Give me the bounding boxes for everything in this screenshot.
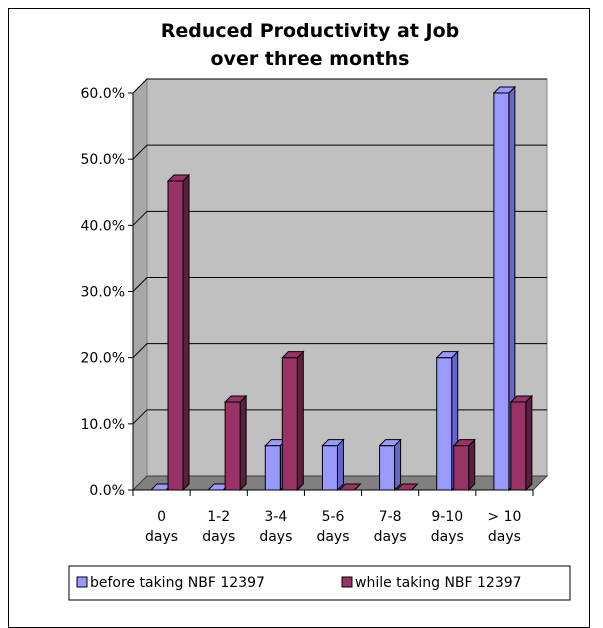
x-tick-label-unit: days [431,529,464,545]
x-tick-label: 0 [157,509,166,525]
x-tick-label: > 10 [487,509,521,525]
legend-label: before taking NBF 12397 [90,575,265,591]
bar-front [493,92,510,491]
bar-front [510,401,527,491]
bars [149,85,534,492]
bar-top [223,395,248,403]
bar-front [436,357,453,491]
gridline [132,343,547,359]
x-tick-label-unit: days [488,529,521,545]
legend-swatch [341,576,353,588]
y-tick-label: 0.0% [89,483,125,499]
bar-front [281,357,298,491]
y-tick-label: 50.0% [81,152,125,168]
bar-front [167,180,184,491]
plot-walls [131,77,549,492]
chart-title-line-1: Reduced Productivity at Job [161,20,460,42]
x-tick-label: 3-4 [264,509,287,525]
gridline [132,78,547,94]
x-tick-label-unit: days [259,529,292,545]
x-tick-label-unit: days [374,529,407,545]
gridlines [132,78,547,425]
bar [378,438,402,492]
x-tick-label: 5-6 [322,509,345,525]
bar-top [166,174,191,182]
bar [281,350,305,492]
bar-top [509,395,534,403]
x-tick-label-unit: days [202,529,235,545]
bar-top [435,351,459,359]
bar-side [239,394,247,492]
y-tick-label: 10.0% [81,417,125,433]
gridline [132,210,547,226]
gridline [132,409,547,425]
x-tick-label-unit: days [316,529,349,545]
x-tick-label: 9-10 [431,509,463,525]
bar-top [281,351,305,359]
legend-box [68,565,571,601]
gridline [132,144,547,160]
bar [321,438,345,492]
bar-front [379,445,396,491]
legend: before taking NBF 12397 while taking NBF … [68,565,571,601]
bar-top [321,439,345,447]
legend-swatch [76,576,88,588]
bar [166,173,191,492]
bar [509,394,534,492]
bar-top [378,439,402,447]
bar-side [336,438,344,492]
gridline [132,277,547,292]
chart-title-line-2: over three months [211,48,410,70]
x-axis: 0 days 1-2 days 3-4 days 5-6 days 7-8 days 9-10 day… [132,489,534,545]
bar [452,438,476,492]
x-tick-label-unit: days [145,529,178,545]
bar-side [182,173,190,492]
bar-side [525,394,533,492]
bar-front [224,401,241,491]
bar-top [452,439,476,447]
y-tick-label: 30.0% [81,285,125,301]
bar-front [453,445,470,491]
bar [223,394,248,492]
legend-label: while taking NBF 12397 [355,575,522,591]
bar-front [321,445,338,491]
y-axis: 0.0% 10.0% 20.0% 30.0% 40.0% 50.0% 60.0% [81,86,134,499]
chart-svg: Reduced Productivity at Job over three m… [68,20,571,601]
y-tick-label: 60.0% [81,86,125,102]
bar-side [394,438,402,492]
bar-top [492,86,517,94]
x-tick-label: 1-2 [207,509,230,525]
bar-front [264,445,281,491]
y-tick-label: 20.0% [81,351,125,367]
y-tick-label: 40.0% [81,218,125,234]
bar-side [296,350,304,492]
bar-side [468,438,476,492]
x-tick-label: 7-8 [379,509,402,525]
